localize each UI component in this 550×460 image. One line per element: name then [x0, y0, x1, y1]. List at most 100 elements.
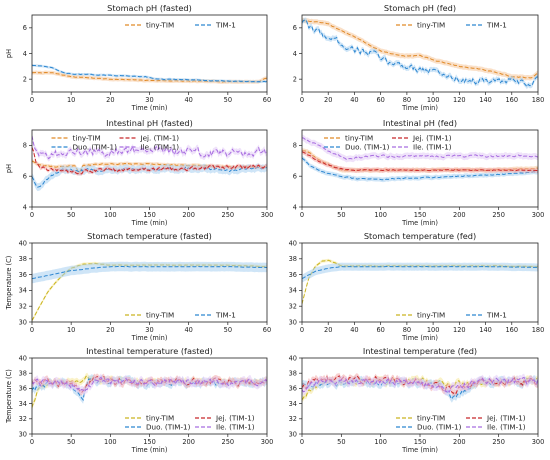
- y-tick-label: 40: [289, 354, 297, 362]
- x-tick-label: 100: [104, 211, 117, 219]
- y-tick-label: 4: [23, 50, 27, 58]
- x-tick-label: 300: [261, 211, 274, 219]
- x-tick-label: 200: [453, 438, 466, 446]
- y-tick-label: 32: [19, 415, 27, 423]
- x-axis-label: Time (min): [401, 219, 438, 227]
- legend-label: tiny-TIM: [345, 134, 373, 143]
- y-tick-label: 38: [289, 255, 297, 263]
- plot-frame: [31, 357, 268, 435]
- plot-area: [302, 134, 538, 183]
- x-tick-label: 100: [374, 438, 387, 446]
- y-tick-label: 6: [293, 173, 297, 181]
- legend-label: Duo. (TIM-1): [345, 143, 390, 152]
- y-tick-label: 34: [289, 287, 297, 295]
- legend-label: Ile. (TIM-1): [413, 143, 452, 152]
- x-tick-label: 40: [350, 96, 358, 104]
- x-tick-label: 250: [492, 211, 505, 219]
- x-tick-label: 300: [261, 438, 274, 446]
- y-axis-label: pH: [5, 164, 13, 173]
- legend-label: Ile. (TIM-1): [141, 143, 180, 152]
- series-band: [302, 17, 538, 90]
- x-tick-label: 50: [224, 96, 232, 104]
- legend: tiny-TIM TIM-1: [396, 311, 507, 320]
- plot-frame: [301, 129, 539, 208]
- x-tick-label: 150: [414, 438, 427, 446]
- x-tick-label: 120: [453, 326, 466, 334]
- plot-area: [302, 258, 538, 306]
- x-axis-label: Time (min): [401, 446, 438, 454]
- series-band: [32, 261, 267, 284]
- x-tick-label: 40: [184, 326, 192, 334]
- x-tick-label: 200: [453, 211, 466, 219]
- x-tick-label: 160: [505, 326, 518, 334]
- x-tick-label: 0: [30, 211, 34, 219]
- legend-label: tiny-TIM: [417, 414, 445, 423]
- plot-frame: [301, 14, 539, 93]
- y-tick-label: 38: [289, 370, 297, 378]
- series-line: [32, 64, 267, 83]
- x-tick-label: 0: [300, 96, 304, 104]
- y-tick-label: 34: [289, 400, 297, 408]
- legend-label: Duo. (TIM-1): [146, 423, 191, 432]
- legend-label: tiny-TIM: [73, 134, 101, 143]
- legend-label: TIM-1: [486, 21, 507, 30]
- series-line: [302, 19, 538, 88]
- x-tick-label: 50: [337, 211, 345, 219]
- y-tick-label: 34: [19, 400, 27, 408]
- x-tick-label: 60: [376, 326, 384, 334]
- x-tick-label: 20: [106, 96, 114, 104]
- y-tick-label: 2: [293, 75, 297, 83]
- x-tick-label: 30: [145, 96, 153, 104]
- y-tick-label: 32: [289, 415, 297, 423]
- series-band: [302, 262, 538, 283]
- y-tick-label: 38: [19, 255, 27, 263]
- x-tick-label: 140: [479, 96, 492, 104]
- x-axis-label: Time (min): [131, 446, 168, 454]
- y-tick-label: 30: [19, 430, 27, 438]
- legend-label: Jej. (TIM-1): [412, 134, 452, 143]
- chart-stomach-temp-fasted: Stomach temperature (fasted) 0 10 20 30 40 50 6…: [5, 231, 271, 342]
- y-tick-label: 36: [19, 271, 27, 279]
- series-band: [302, 134, 538, 163]
- x-tick-label: 180: [532, 326, 545, 334]
- x-tick-label: 50: [67, 438, 75, 446]
- series-band: [302, 149, 538, 173]
- x-tick-label: 300: [532, 211, 545, 219]
- x-tick-label: 100: [427, 326, 440, 334]
- x-tick-label: 80: [403, 96, 411, 104]
- chart-title: Stomach temperature (fasted): [87, 231, 212, 241]
- legend-label: TIM-1: [215, 21, 236, 30]
- y-tick-label: 8: [23, 142, 27, 150]
- series-line: [302, 376, 538, 394]
- plot-area: [32, 261, 267, 322]
- x-tick-label: 10: [67, 96, 75, 104]
- x-tick-label: 150: [143, 211, 156, 219]
- legend-label: Duo. (TIM-1): [417, 423, 462, 432]
- x-tick-label: 40: [184, 96, 192, 104]
- plot-area: [32, 372, 267, 411]
- x-tick-label: 80: [403, 326, 411, 334]
- chart-intestinal-ph-fasted: Intestinal pH (fasted) 0 50 100 150 200 250 300…: [5, 118, 273, 227]
- x-axis-label: Time (min): [131, 219, 168, 227]
- chart-title: Intestinal temperature (fed): [363, 346, 477, 356]
- x-tick-label: 0: [300, 326, 304, 334]
- x-tick-label: 10: [67, 326, 75, 334]
- x-tick-label: 50: [337, 438, 345, 446]
- plot-frame: [301, 357, 539, 435]
- legend-label: TIM-1: [486, 311, 507, 320]
- x-tick-label: 150: [143, 438, 156, 446]
- x-tick-label: 250: [222, 438, 235, 446]
- y-tick-label: 6: [23, 173, 27, 181]
- y-tick-label: 36: [289, 385, 297, 393]
- y-tick-label: 4: [23, 203, 27, 211]
- y-tick-label: 6: [23, 24, 27, 32]
- x-tick-label: 150: [414, 211, 427, 219]
- y-tick-label: 40: [19, 354, 27, 362]
- chart-title: Intestinal pH (fed): [383, 118, 457, 128]
- y-tick-label: 32: [289, 303, 297, 311]
